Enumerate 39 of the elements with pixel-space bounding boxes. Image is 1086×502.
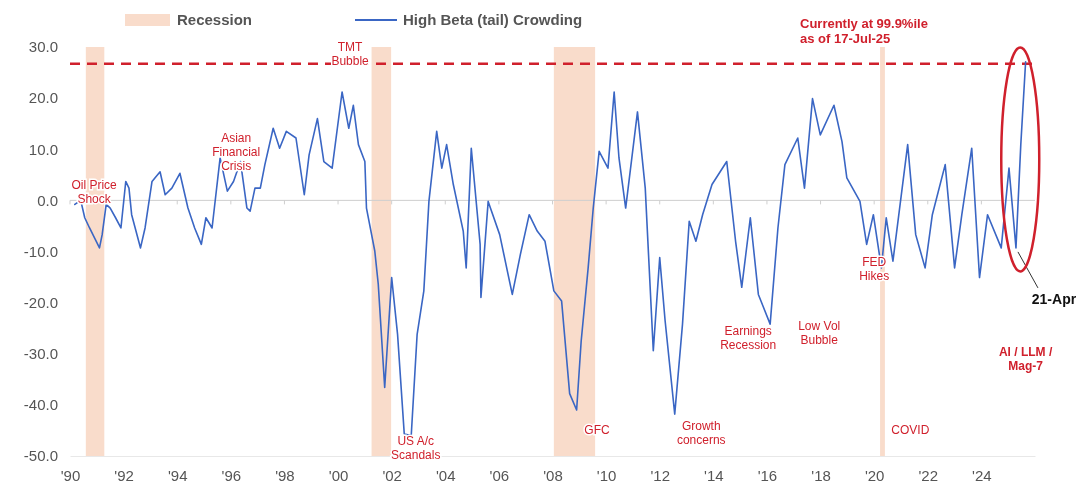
legend-label: Recession — [177, 11, 253, 28]
annotation: US A/c Scandals — [391, 434, 441, 463]
x-tick-label: '00 — [328, 466, 349, 484]
annotation: Earnings Recession — [720, 324, 777, 353]
y-tick-label: 30.0 — [28, 38, 58, 56]
annotation: 21-Apr — [1031, 290, 1077, 307]
ref-line-label: Currently at 99.9%ile as of 17-Jul-25 — [800, 15, 928, 46]
y-tick-label: -50.0 — [23, 447, 58, 465]
y-tick-label: -20.0 — [23, 293, 58, 311]
y-tick-label: -40.0 — [23, 396, 58, 414]
x-tick-label: '96 — [221, 466, 242, 484]
x-tick-label: '14 — [704, 466, 724, 484]
x-tick-label: '04 — [436, 466, 456, 484]
x-tick-label: '06 — [489, 466, 510, 484]
x-tick-label: '18 — [811, 466, 831, 484]
annotation: Growth concerns — [676, 418, 726, 447]
x-tick-label: '08 — [543, 466, 563, 484]
x-tick-label: '92 — [114, 466, 134, 484]
y-tick-label: 20.0 — [28, 89, 58, 107]
annotation: AI / LLM / Mag-7 — [998, 344, 1053, 373]
x-tick-label: '22 — [918, 466, 939, 484]
annotation: Low Vol Bubble — [798, 319, 841, 348]
y-tick-label: -10.0 — [23, 242, 58, 260]
x-tick-label: '12 — [650, 466, 670, 484]
annotation: Oil Price Shock — [71, 177, 118, 206]
x-tick-label: '98 — [275, 466, 295, 484]
annotation: GFC — [584, 423, 610, 438]
x-tick-label: '94 — [167, 466, 188, 484]
x-tick-label: '02 — [382, 466, 402, 484]
legend-label: High Beta (tail) Crowding — [403, 11, 583, 28]
x-tick-label: '16 — [757, 466, 778, 484]
x-tick-label: '24 — [972, 466, 992, 484]
y-tick-label: 10.0 — [28, 140, 58, 158]
y-tick-label: -30.0 — [23, 345, 58, 363]
x-tick-label: '20 — [864, 466, 885, 484]
annotation: COVID — [891, 423, 930, 438]
x-tick-label: '90 — [60, 466, 81, 484]
y-tick-label: 0.0 — [37, 191, 58, 209]
x-tick-label: '10 — [596, 466, 617, 484]
